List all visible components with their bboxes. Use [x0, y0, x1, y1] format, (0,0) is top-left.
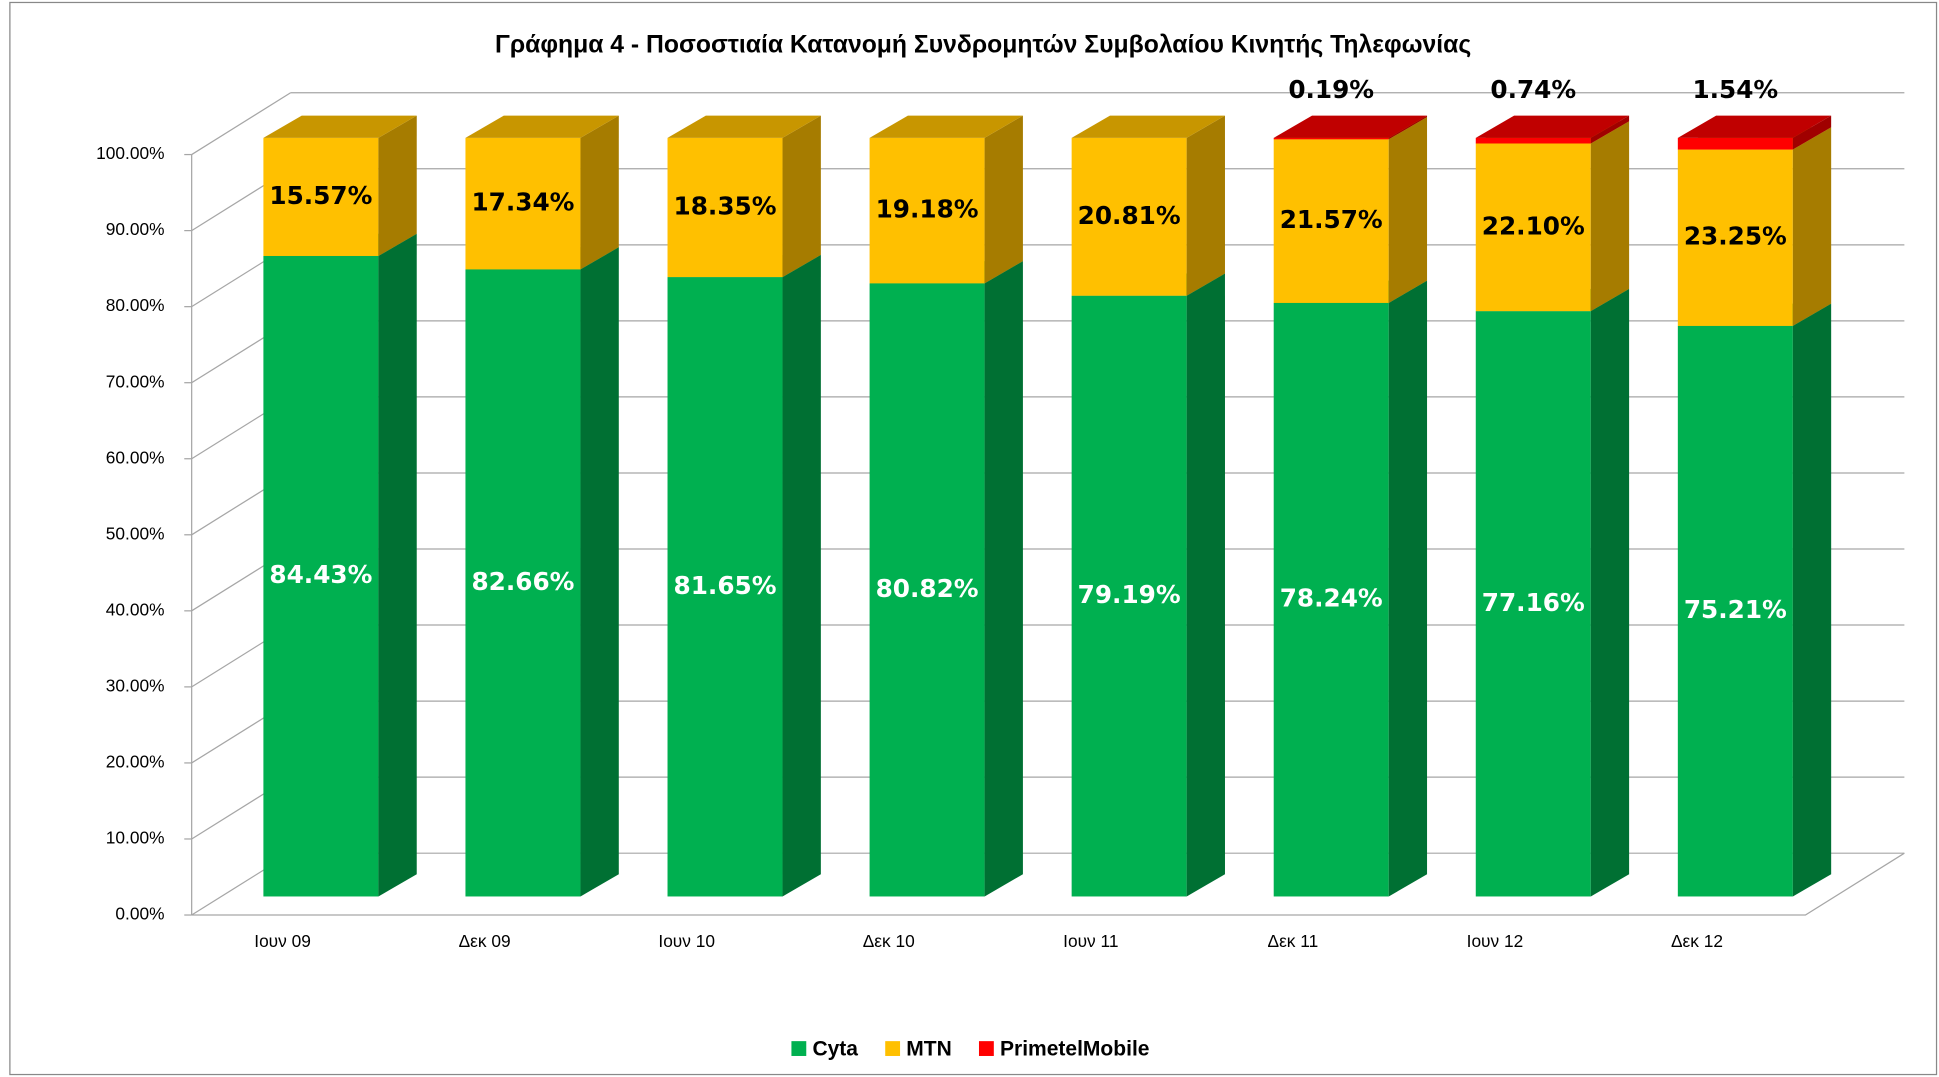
grid-line — [191, 92, 291, 156]
bar-side — [1388, 117, 1428, 303]
data-label: 84.43% — [269, 560, 372, 589]
y-tick-label: 80.00% — [106, 295, 165, 315]
bar-segment — [1475, 143, 1591, 312]
x-tick-label: Ιουν 11 — [1063, 931, 1118, 951]
bar-side — [984, 261, 1023, 897]
bar-side — [1590, 288, 1630, 897]
bar-segment — [1071, 137, 1187, 296]
bar-segment — [1677, 137, 1793, 150]
y-tick-label: 0.00% — [115, 904, 164, 924]
x-tick-label: Ιουν 09 — [254, 931, 311, 951]
x-tick-label: Δεκ 11 — [1268, 931, 1319, 951]
data-label: 22.10% — [1482, 211, 1585, 240]
y-tick-label: 90.00% — [106, 219, 165, 239]
bar-segment — [1071, 295, 1187, 897]
bar-side — [782, 115, 821, 278]
y-tick-label: 100.00% — [96, 143, 164, 163]
bar-side — [1186, 273, 1225, 897]
data-label: 18.35% — [674, 191, 777, 220]
bar-side — [378, 233, 417, 897]
bar-side — [1792, 127, 1832, 326]
y-tick-label: 30.00% — [106, 675, 165, 695]
bar-segment — [1273, 137, 1389, 140]
bar-side — [580, 247, 619, 897]
bar-segment — [667, 137, 783, 278]
bar-segment — [869, 137, 985, 284]
bar-side — [782, 254, 821, 897]
bar-segment — [1273, 302, 1389, 897]
legend-swatch — [978, 1041, 994, 1056]
bar-segment — [1273, 139, 1389, 303]
bar-side — [1388, 115, 1428, 140]
data-label: 0.19% — [1288, 75, 1374, 104]
floor-edge — [191, 852, 1905, 916]
data-label: 0.74% — [1490, 75, 1576, 104]
bar-side — [1590, 115, 1630, 144]
bar-top — [465, 115, 619, 138]
data-label: 19.18% — [876, 195, 979, 224]
data-label: 81.65% — [674, 571, 777, 600]
bar-side — [1388, 280, 1428, 897]
y-tick-label: 60.00% — [106, 447, 165, 467]
bar-top — [263, 115, 417, 138]
bar-segment — [465, 137, 581, 270]
bar-segment — [263, 137, 379, 256]
data-label: 20.81% — [1078, 201, 1181, 230]
y-tick-label: 20.00% — [106, 752, 165, 772]
bar-segment — [263, 255, 379, 897]
bar-top — [1677, 115, 1832, 138]
bar-top — [869, 115, 1023, 138]
bar-side — [378, 115, 417, 256]
data-label: 21.57% — [1280, 205, 1383, 234]
bar-top — [1475, 115, 1630, 138]
y-tick-label: 40.00% — [106, 599, 165, 619]
bar-side — [1186, 115, 1225, 296]
bar-side — [1792, 115, 1832, 150]
y-tick-label: 70.00% — [106, 371, 165, 391]
legend-label: Cyta — [812, 1037, 858, 1060]
x-tick-label: Δεκ 10 — [863, 931, 915, 951]
y-tick-label: 50.00% — [106, 523, 165, 543]
x-tick-label: Ιουν 10 — [658, 931, 715, 951]
bar-segment — [1677, 325, 1793, 897]
data-label: 17.34% — [471, 188, 574, 217]
bar-side — [984, 115, 1023, 284]
data-label: 79.19% — [1078, 580, 1181, 609]
chart-title: Γράφημα 4 - Ποσοστιαία Κατανομή Συνδρομη… — [495, 31, 1471, 58]
legend-swatch — [791, 1041, 807, 1056]
bar-top — [1273, 115, 1428, 138]
bar-top — [667, 115, 821, 138]
bar-segment — [869, 283, 985, 897]
x-tick-label: Δεκ 12 — [1671, 931, 1723, 951]
bar-segment — [667, 277, 783, 897]
data-label: 82.66% — [471, 567, 574, 596]
data-label: 75.21% — [1684, 595, 1787, 624]
x-tick-label: Ιουν 12 — [1467, 931, 1524, 951]
bar-segment — [1677, 149, 1793, 326]
bar-side — [1792, 303, 1832, 897]
legend-swatch — [885, 1041, 901, 1056]
bar-side — [580, 115, 619, 270]
data-label: 77.16% — [1482, 588, 1585, 617]
bar-segment — [1475, 137, 1591, 144]
bar-segment — [465, 269, 581, 897]
data-label: 78.24% — [1280, 584, 1383, 613]
data-label: 1.54% — [1692, 75, 1778, 104]
x-tick-label: Δεκ 09 — [459, 931, 511, 951]
data-label: 80.82% — [876, 574, 979, 603]
data-label: 15.57% — [269, 181, 372, 210]
data-label: 23.25% — [1684, 222, 1787, 251]
y-tick-label: 10.00% — [106, 828, 165, 848]
bar-top — [1071, 115, 1225, 138]
legend-label: MTN — [906, 1037, 952, 1060]
legend-label: PrimetelMobile — [1000, 1037, 1149, 1060]
bar-side — [1590, 121, 1630, 312]
bar-segment — [1475, 311, 1591, 897]
